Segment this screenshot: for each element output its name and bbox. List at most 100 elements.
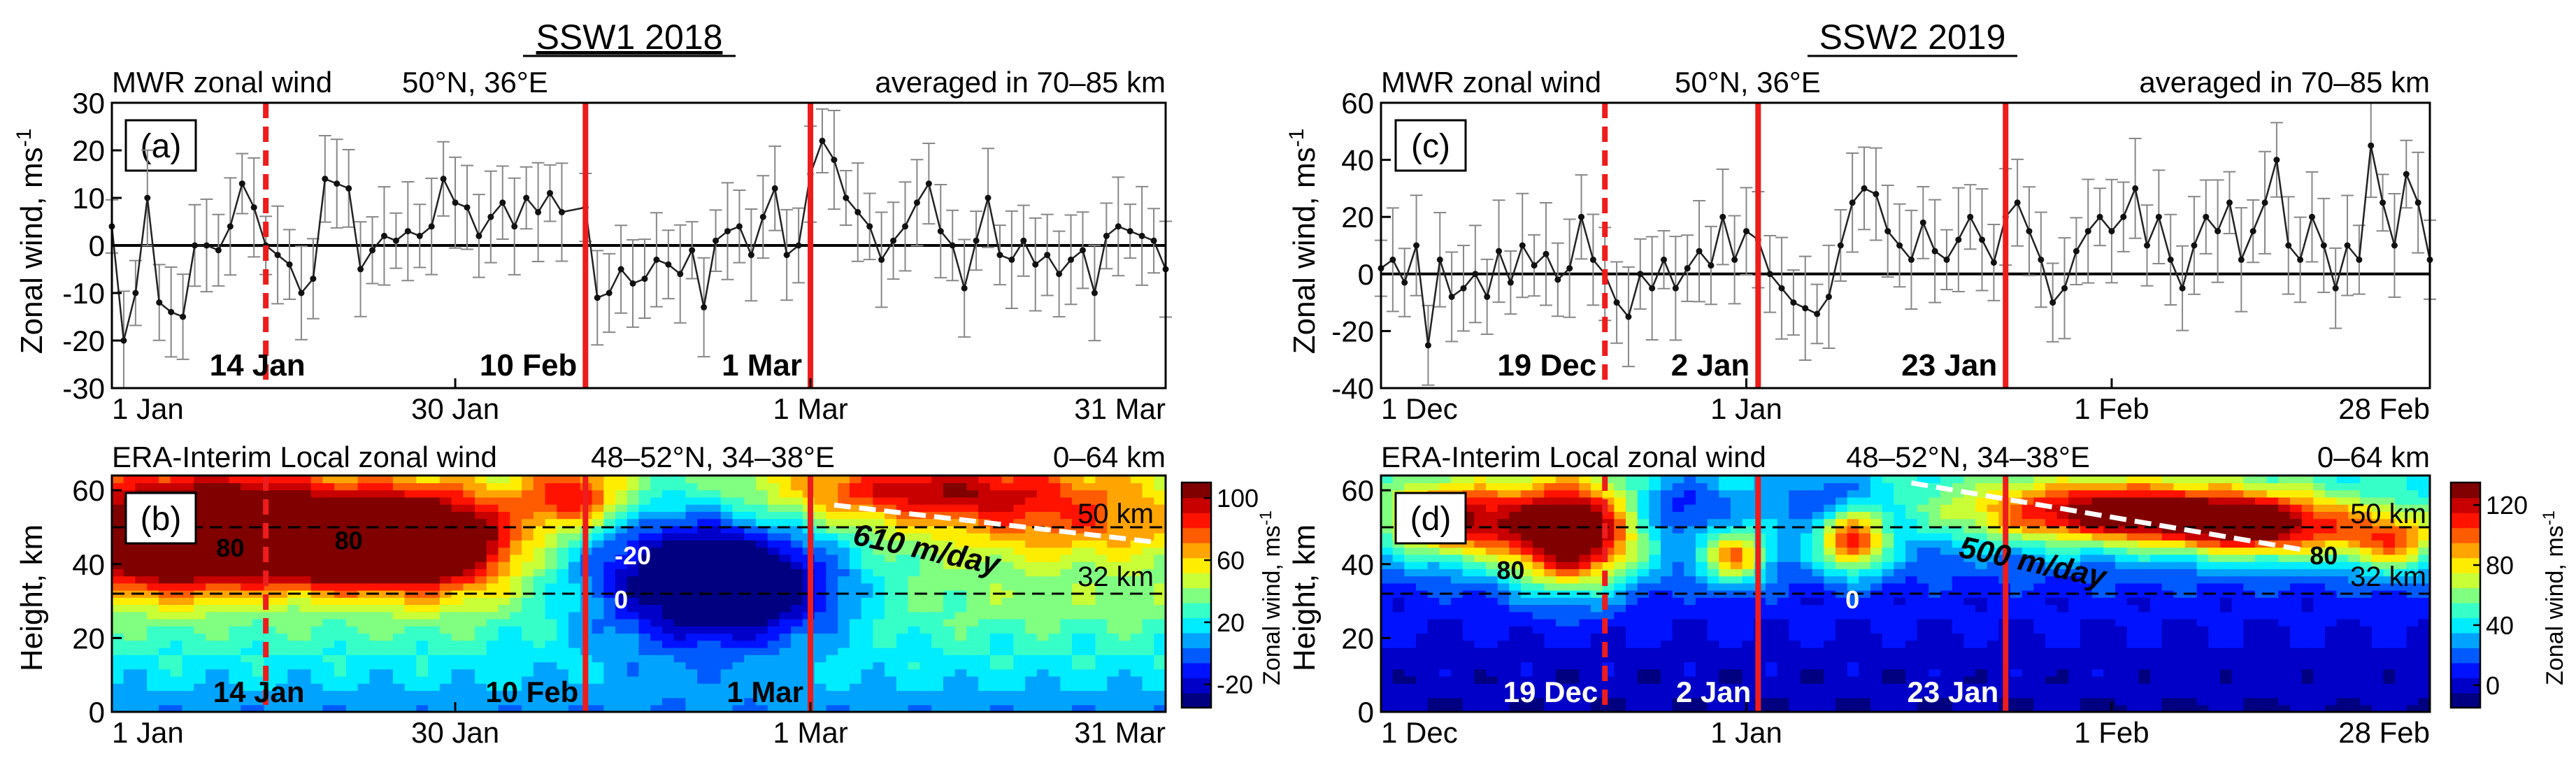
panel-d-cell [1684, 690, 1696, 699]
panel-b-cell [767, 511, 780, 520]
panel-b-colorbar-step [1182, 527, 1211, 543]
panel-d-cell [1847, 669, 1860, 677]
panel-b-cell [545, 532, 557, 541]
panel-b-cell [1036, 683, 1050, 691]
panel-d-cell [1789, 669, 1801, 677]
panel-d-cell [1963, 683, 1976, 691]
panel-b-cell [498, 626, 511, 634]
panel-b-cell [170, 697, 183, 706]
panel-b-cell [638, 511, 651, 520]
panel-d-cell [1532, 655, 1545, 663]
panel-d-cell [1870, 482, 1883, 491]
panel-b-cell [673, 496, 687, 505]
panel-d-cell [1870, 676, 1883, 684]
panel-d-cell [1637, 482, 1650, 491]
panel-b-cell [732, 547, 745, 555]
panel-b-cell [1025, 561, 1038, 569]
panel-b-cell [685, 655, 698, 663]
panel-b-cell [638, 697, 651, 706]
panel-b-cell [1025, 589, 1038, 598]
panel-d-cell [1940, 697, 1953, 706]
panel-b-cell [662, 704, 675, 713]
panel-b-cell [392, 518, 406, 527]
panel-b-cell [510, 647, 522, 655]
panel-d-cell [2010, 582, 2023, 591]
panel-b-cell [206, 662, 218, 670]
panel-d-cell [1381, 540, 1394, 548]
panel-b-cell [123, 576, 136, 584]
panel-b-cell [206, 518, 218, 527]
panel-b-cell [310, 662, 324, 670]
panel-d-cell [1626, 504, 1638, 512]
panel-b-cell [685, 525, 698, 534]
panel-d-cell [2045, 683, 2058, 691]
panel-b-cell [1060, 611, 1073, 620]
panel-b-cell [486, 697, 499, 706]
panel-b-cell [744, 576, 757, 584]
panel-b-cell [557, 582, 569, 591]
panel-b-cell [791, 561, 803, 569]
panel-d-cell [1987, 496, 2000, 505]
panel-d-cell [1707, 589, 1720, 598]
panel-b-cell [885, 669, 897, 677]
panel-b-event-label: 10 Feb [485, 676, 578, 708]
panel-d-cell [1882, 569, 1895, 577]
panel-d-cell [1672, 504, 1685, 512]
panel-d-cell [1532, 525, 1545, 534]
panel-d-cell [1602, 489, 1615, 498]
panel-a-header-loc: 50°N, 36°E [402, 66, 548, 99]
panel-b-cell [276, 576, 288, 584]
panel-b-cell [720, 518, 734, 527]
panel-d-cell [1824, 511, 1836, 520]
panel-b-cell [697, 626, 710, 634]
panel-b-cell [522, 676, 534, 684]
panel-b-cell [217, 676, 230, 684]
panel-b-cell [345, 489, 359, 498]
panel-b-cell [767, 576, 780, 584]
panel-d-cell [1929, 704, 1941, 713]
panel-d-cell [1451, 582, 1464, 591]
panel-b-cell [978, 482, 991, 491]
panel-b-cell [229, 655, 241, 663]
panel-d-cell [1451, 476, 1464, 483]
panel-d-cell [2056, 576, 2070, 584]
panel-b-cell [334, 704, 347, 713]
panel-b-cell [229, 547, 241, 555]
panel-d-cell [1591, 511, 1603, 520]
panel-b-cell [147, 669, 159, 677]
panel-b-cell [498, 655, 511, 663]
panel-d-cell [1940, 618, 1953, 627]
panel-b-cell [767, 597, 780, 606]
panel-b-cell [861, 704, 874, 713]
panel-b-cell [310, 604, 324, 613]
panel-d-cell [1882, 611, 1895, 620]
panel-b-cell [989, 640, 1003, 648]
panel-d-cell [1707, 597, 1720, 606]
panel-b-cell [522, 662, 534, 670]
panel-d-cell [1579, 697, 1591, 706]
panel-b-cell [182, 582, 194, 591]
panel-b-cell [252, 489, 265, 498]
panel-b-cell [310, 697, 324, 706]
panel-d-cell [2045, 561, 2058, 569]
panel-d-cell [1952, 561, 1965, 569]
panel-b-cell [510, 582, 522, 591]
panel-d-cell [1614, 604, 1626, 613]
panel-d-cell [1381, 547, 1394, 555]
panel-d-cell [2010, 611, 2023, 620]
panel-b-cell [943, 482, 956, 491]
panel-d-cell [1381, 597, 1394, 606]
panel-b-cell [861, 633, 874, 641]
panel-b-cell [814, 604, 827, 613]
panel-d-cell [1836, 525, 1848, 534]
panel-d-cell [1672, 496, 1685, 505]
panel-b-cell [627, 532, 640, 541]
panel-d-cell [1614, 611, 1626, 620]
panel-d-cell [1742, 540, 1755, 548]
panel-d-cell [1614, 489, 1626, 498]
panel-b-cell [920, 525, 932, 534]
panel-d-cell [1929, 683, 1941, 691]
panel-b-cell [428, 604, 441, 613]
panel-d-cell [1847, 618, 1860, 627]
